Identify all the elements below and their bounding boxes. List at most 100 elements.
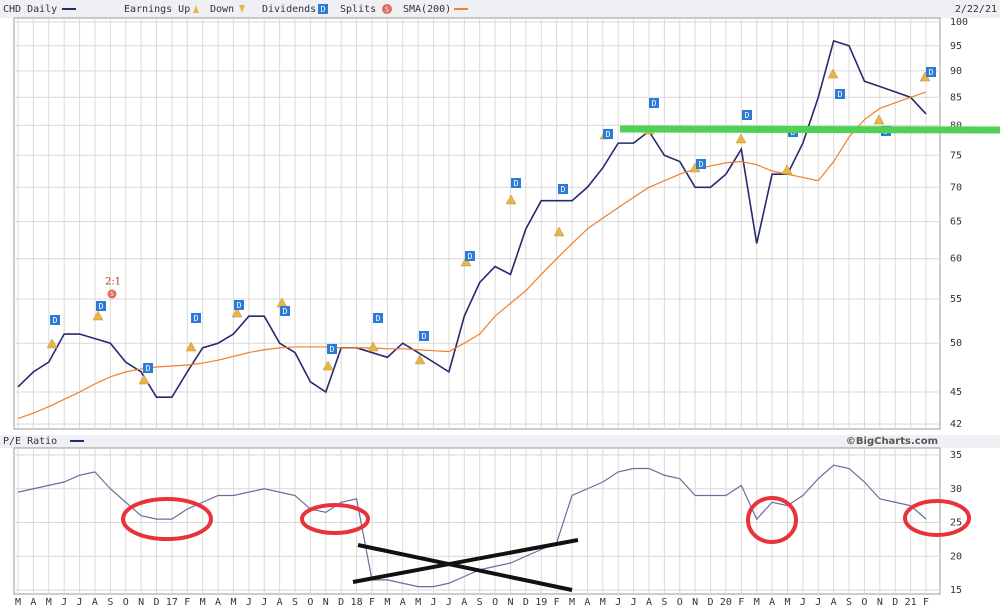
x-tick-label: M bbox=[200, 597, 206, 608]
x-tick-label: N bbox=[323, 597, 329, 608]
dividend-icon-text: D bbox=[53, 316, 58, 325]
split-icon-text: S bbox=[110, 291, 114, 298]
y-tick-label: 15 bbox=[950, 585, 962, 596]
x-tick-label: N bbox=[877, 597, 883, 608]
series-line bbox=[17, 464, 927, 588]
dividend-icon bbox=[327, 344, 337, 354]
dividend-icon-text: D bbox=[468, 252, 473, 261]
legend-label: SMA(200) bbox=[403, 4, 451, 15]
x-tick-label: A bbox=[215, 597, 221, 608]
legend-icon bbox=[193, 5, 199, 13]
x-tick-label: D bbox=[523, 597, 529, 608]
dividend-icon-text: D bbox=[283, 307, 288, 316]
x-tick-label: S bbox=[846, 597, 852, 608]
x-tick-label: 18 bbox=[351, 597, 363, 608]
x-tick-label: J bbox=[446, 597, 452, 608]
x-tick-label: J bbox=[631, 597, 637, 608]
x-tick-label: M bbox=[784, 597, 790, 608]
y-tick-label: 80 bbox=[950, 120, 962, 131]
series-line bbox=[17, 39, 927, 399]
x-tick-label: D bbox=[338, 597, 344, 608]
dividend-icon bbox=[50, 315, 60, 325]
split-icon bbox=[107, 289, 117, 299]
x-tick-label: M bbox=[415, 597, 421, 608]
x-tick-label: M bbox=[569, 597, 575, 608]
x-tick-label: O bbox=[861, 597, 867, 608]
earnings-icon bbox=[46, 338, 58, 349]
earnings-icon bbox=[322, 360, 334, 371]
x-tick-label: N bbox=[138, 597, 144, 608]
x-tick-label: J bbox=[800, 597, 806, 608]
earnings-icon bbox=[138, 374, 150, 385]
x-tick-label: 17 bbox=[166, 597, 178, 608]
red-circle bbox=[903, 499, 971, 537]
dividend-icon bbox=[603, 129, 613, 139]
dividend-icon bbox=[649, 98, 659, 108]
legend-icon bbox=[318, 4, 328, 14]
x-tick-label: M bbox=[600, 597, 606, 608]
dividend-icon-text: D bbox=[422, 332, 427, 341]
x-tick-label: J bbox=[61, 597, 67, 608]
legend-bar bbox=[0, 0, 1000, 18]
x-tick-label: A bbox=[769, 597, 775, 608]
pe-frame bbox=[13, 447, 941, 595]
earnings-icon bbox=[414, 354, 426, 365]
dividend-icon-text: D bbox=[652, 99, 657, 108]
y-tick-label: 70 bbox=[950, 182, 962, 193]
dividend-icon bbox=[143, 363, 153, 373]
red-circle bbox=[121, 497, 213, 541]
legend-icon-text: S bbox=[385, 6, 389, 14]
x-tick-label: M bbox=[46, 597, 52, 608]
x-tick-label: 21 bbox=[905, 597, 917, 608]
dividend-icon-text: D bbox=[99, 302, 104, 311]
series-line bbox=[17, 91, 927, 420]
x-tick-label: A bbox=[277, 597, 283, 608]
dividend-icon bbox=[465, 251, 475, 261]
x-tick-label: A bbox=[92, 597, 98, 608]
x-tick-label: M bbox=[754, 597, 760, 608]
x-tick-label: S bbox=[292, 597, 298, 608]
x-tick-label: A bbox=[400, 597, 406, 608]
y-tick-label: 55 bbox=[950, 294, 962, 305]
legend-label: Dividends bbox=[262, 4, 316, 15]
dividend-icon bbox=[280, 306, 290, 316]
y-tick-label: 25 bbox=[950, 518, 962, 529]
x-tick-label: N bbox=[692, 597, 698, 608]
x-tick-label: J bbox=[815, 597, 821, 608]
dividend-icon-text: D bbox=[929, 68, 934, 77]
y-tick-label: 85 bbox=[950, 92, 962, 103]
dividend-icon bbox=[234, 300, 244, 310]
dividend-icon bbox=[511, 178, 521, 188]
x-tick-label: F bbox=[923, 597, 929, 608]
x-tick-label: 20 bbox=[720, 597, 732, 608]
chart-title: CHD Daily bbox=[3, 4, 57, 15]
legend-label: Splits bbox=[340, 4, 376, 15]
y-tick-label: 100 bbox=[950, 17, 968, 28]
dividend-icon-text: D bbox=[146, 364, 151, 373]
x-tick-label: M bbox=[384, 597, 390, 608]
dividend-icon-text: D bbox=[745, 111, 750, 120]
x-tick-label: O bbox=[492, 597, 498, 608]
earnings-icon bbox=[505, 194, 517, 205]
split-annotation: 2:1 bbox=[105, 277, 121, 288]
y-tick-label: 42 bbox=[950, 419, 962, 430]
x-tick-label: A bbox=[646, 597, 652, 608]
x-tick-label: S bbox=[477, 597, 483, 608]
date-label: 2/22/21 bbox=[955, 4, 997, 15]
y-tick-label: 75 bbox=[950, 150, 962, 161]
dividend-icon-text: D bbox=[237, 301, 242, 310]
y-tick-label: 20 bbox=[950, 551, 962, 562]
x-tick-label: J bbox=[246, 597, 252, 608]
price-frame bbox=[13, 17, 941, 430]
x-tick-label: F bbox=[369, 597, 375, 608]
dividend-icon bbox=[191, 313, 201, 323]
marks bbox=[17, 39, 927, 588]
earnings-icon bbox=[460, 256, 472, 267]
dividend-icon bbox=[742, 110, 752, 120]
legend-icon bbox=[382, 4, 392, 14]
x-tick-label: J bbox=[615, 597, 621, 608]
y-tick-label: 30 bbox=[950, 484, 962, 495]
red-circle bbox=[746, 496, 798, 544]
